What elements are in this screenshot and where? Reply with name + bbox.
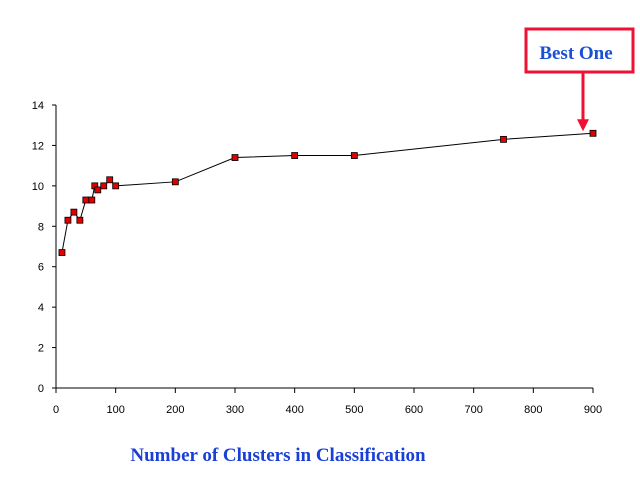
data-point <box>112 182 120 190</box>
y-tick-label: 14 <box>32 100 44 112</box>
callout-label: Best One <box>539 43 612 64</box>
best-one-callout: Best One <box>524 27 635 132</box>
data-point <box>88 196 96 204</box>
data-point <box>100 182 108 190</box>
data-point <box>171 178 179 186</box>
data-point <box>64 216 72 224</box>
y-tick-label: 2 <box>38 343 44 355</box>
data-point <box>231 154 239 161</box>
callout-box <box>524 27 635 74</box>
y-tick-label: 8 <box>38 221 44 233</box>
x-tick-label: 100 <box>106 404 124 416</box>
data-point <box>70 208 78 216</box>
series-line <box>61 132 594 253</box>
x-tick-label: 300 <box>226 404 244 416</box>
x-tick-label: 600 <box>405 404 423 416</box>
data-point <box>58 249 66 256</box>
data-point <box>589 129 597 137</box>
x-tick-label: 200 <box>166 404 184 416</box>
callout-arrow-icon <box>577 119 589 132</box>
y-tick-label: 4 <box>38 302 44 314</box>
y-tick-label: 10 <box>32 181 44 193</box>
x-tick-label: 800 <box>524 404 542 416</box>
x-tick-label: 700 <box>464 404 482 416</box>
data-markers <box>58 129 597 256</box>
data-point <box>500 135 507 143</box>
x-ticks: 0 100 200 300 400 500 600 700 800 900 <box>53 388 602 416</box>
axes <box>55 105 593 389</box>
x-tick-label: 0 <box>53 404 59 416</box>
data-point <box>94 186 102 194</box>
data-point <box>76 216 84 224</box>
x-tick-label: 400 <box>285 404 303 416</box>
data-point <box>82 196 90 204</box>
data-point <box>291 152 299 159</box>
x-tick-label: 500 <box>345 404 363 416</box>
data-point <box>106 176 114 184</box>
y-tick-label: 0 <box>38 383 44 395</box>
x-axis-title: Number of Clusters in Classification <box>130 445 426 466</box>
x-tick-label: 900 <box>584 404 602 416</box>
y-tick-label: 12 <box>32 140 44 152</box>
data-point <box>350 152 358 159</box>
y-tick-label: 6 <box>38 262 44 274</box>
y-ticks: 0 2 4 6 8 10 12 14 <box>32 100 56 395</box>
